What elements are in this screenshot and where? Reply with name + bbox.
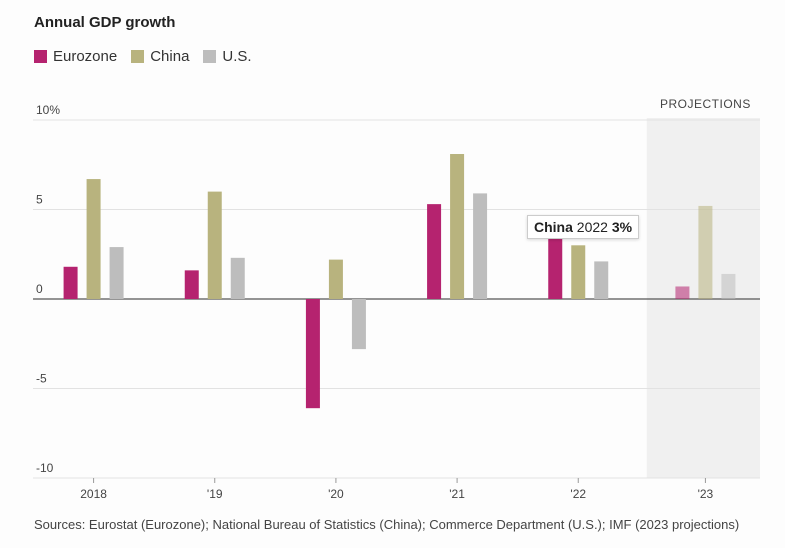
bar-china-4 [571,245,586,299]
bar-eurozone-0 [63,266,78,299]
bar-eurozone-2 [305,299,320,409]
legend-item-china: China [131,48,189,65]
legend-swatch [34,50,47,63]
bar-china-3 [450,154,465,299]
y-tick-label: -5 [36,372,47,386]
x-tick-label: '22 [570,487,586,501]
legend: Eurozone China U.S. [34,48,252,65]
legend-label: U.S. [222,48,252,65]
y-tick-label: 5 [36,193,43,207]
x-tick-label: '21 [449,487,465,501]
bar-eurozone-3 [427,204,442,299]
legend-item-us: U.S. [203,48,252,65]
source-note: Sources: Eurostat (Eurozone); National B… [34,517,740,532]
x-tick-label: '23 [698,487,714,501]
projection-label: PROJECTIONS [660,97,751,111]
bar-china-2 [328,259,343,299]
bar-eurozone-1 [184,270,199,299]
legend-swatch [131,50,145,63]
x-tick-label: '20 [328,487,344,501]
tooltip-value: 3% [611,219,633,235]
y-tick-label: 0 [36,282,43,296]
tooltip: China 2022 3% [527,215,640,239]
bar-us-1 [230,257,245,299]
legend-swatch [203,50,217,63]
bar-us-0 [109,247,124,299]
y-tick-label: 10% [36,103,60,117]
bar-eurozone-4 [548,236,563,299]
chart-title: Annual GDP growth [34,14,176,31]
bar-us-3 [473,193,488,299]
legend-item-eurozone: Eurozone [34,48,117,65]
tooltip-year: 2022 [576,219,608,235]
bar-china-0 [86,179,101,299]
x-tick-label: 2018 [80,487,107,501]
x-tick-label: '19 [207,487,223,501]
bar-eurozone-5 [675,286,690,299]
bar-china-5 [698,205,713,299]
bar-us-4 [594,261,609,299]
bar-us-2 [351,299,366,350]
legend-label: Eurozone [53,48,118,65]
bar-china-1 [207,191,222,299]
tooltip-series: China [534,219,573,235]
y-tick-label: -10 [36,461,54,475]
legend-label: China [150,48,190,65]
bar-us-5 [721,273,736,299]
